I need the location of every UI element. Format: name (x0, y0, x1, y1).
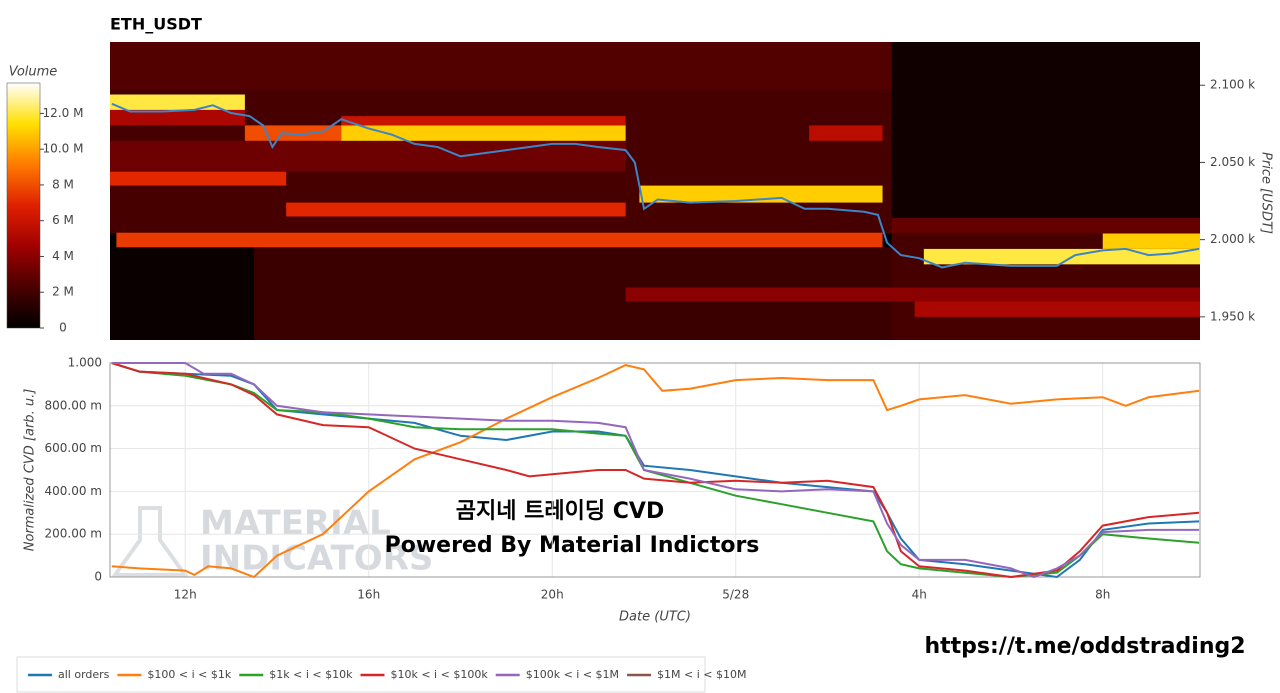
heatmap-cell (116, 232, 883, 248)
y-tick-label: 600.00 m (45, 441, 103, 455)
y-tick-label: 1.000 (68, 356, 102, 370)
y-tick-label: 0 (94, 570, 102, 584)
x-tick-label: 12h (174, 588, 197, 602)
colorbar-tick-label: 0 (59, 321, 67, 335)
colorbar (6, 82, 41, 329)
heatmap-cell (914, 301, 1200, 317)
heatmap-cell (110, 42, 892, 90)
heatmap-cell (1102, 233, 1200, 249)
colorbar-tick-label: 8 M (52, 177, 74, 191)
price-line (111, 102, 1200, 269)
colorbar-tick-label: 2 M (52, 285, 74, 299)
cvd-line (111, 362, 1200, 579)
legend-label: $100k < i < $1M (526, 668, 619, 681)
colorbar-tick-label: 12.0 M (43, 106, 84, 120)
x-tick-label: 8h (1095, 588, 1110, 602)
y-tick-label: 800.00 m (45, 398, 103, 412)
heatmap-cell (341, 116, 626, 126)
y-axis-label: Price [USDT] (1259, 152, 1274, 234)
heatmap-cell (341, 125, 626, 141)
heatmap-cell (286, 202, 626, 217)
x-axis-label: Date (UTC) (619, 610, 691, 625)
watermark: MATERIAL (200, 504, 391, 544)
plot-frame (109, 362, 1201, 578)
link: https://t.me/oddstrading2 (924, 634, 1245, 659)
headline: 곰지네 트레이딩 CVD (456, 499, 664, 524)
legend-label: all orders (58, 668, 110, 681)
lines (111, 362, 1200, 579)
subline: Powered By Material Indictors (385, 533, 760, 558)
heatmap-cell (639, 185, 883, 203)
heatmap-cell (891, 42, 1200, 229)
x-tick-label: 4h (912, 588, 927, 602)
y-tick-label: 2.000 k (1210, 232, 1255, 246)
heatmap-cell (110, 109, 245, 126)
colorbar-tick-label: 10.0 M (43, 142, 84, 156)
heatmap-cell (891, 218, 1200, 234)
heatmap-cell (625, 287, 1200, 302)
cvd-line (111, 364, 1200, 579)
legend-label: $1M < i < $10M (657, 668, 746, 681)
cvd-line (111, 362, 1200, 579)
y-tick-label: 2.050 k (1210, 155, 1255, 169)
x-tick-label: 5/28 (722, 588, 749, 602)
y-tick-label: 2.100 k (1210, 78, 1255, 92)
y-tick-label: 200.00 m (45, 527, 103, 541)
heatmap (110, 42, 1200, 340)
heatmap-cell (809, 125, 883, 141)
x-tick-label: 16h (357, 588, 380, 602)
colorbar-tick-label: 6 M (52, 213, 74, 227)
legend-label: $1k < i < $10k (269, 668, 353, 681)
chart-title: ETH_USDT (110, 15, 202, 34)
x-tick-label: 20h (541, 588, 564, 602)
y-tick-label: 1.950 k (1210, 309, 1255, 323)
legend-label: $100 < i < $1k (147, 668, 231, 681)
legend-label: $10k < i < $100k (390, 668, 488, 681)
heatmap-cell (110, 94, 245, 110)
colorbar-tick-label: 4 M (52, 249, 74, 263)
y-axis-label: Normalized CVD [arb. u.] (23, 389, 38, 552)
watermark-logo (111, 506, 189, 577)
heatmap-cell (923, 248, 1200, 265)
heatmap-cell (110, 247, 255, 340)
y-tick-label: 400.00 m (45, 484, 103, 498)
heatmap-cell (110, 171, 287, 186)
heatmap-cell (110, 140, 626, 172)
colorbar-label: Volume (9, 65, 58, 80)
